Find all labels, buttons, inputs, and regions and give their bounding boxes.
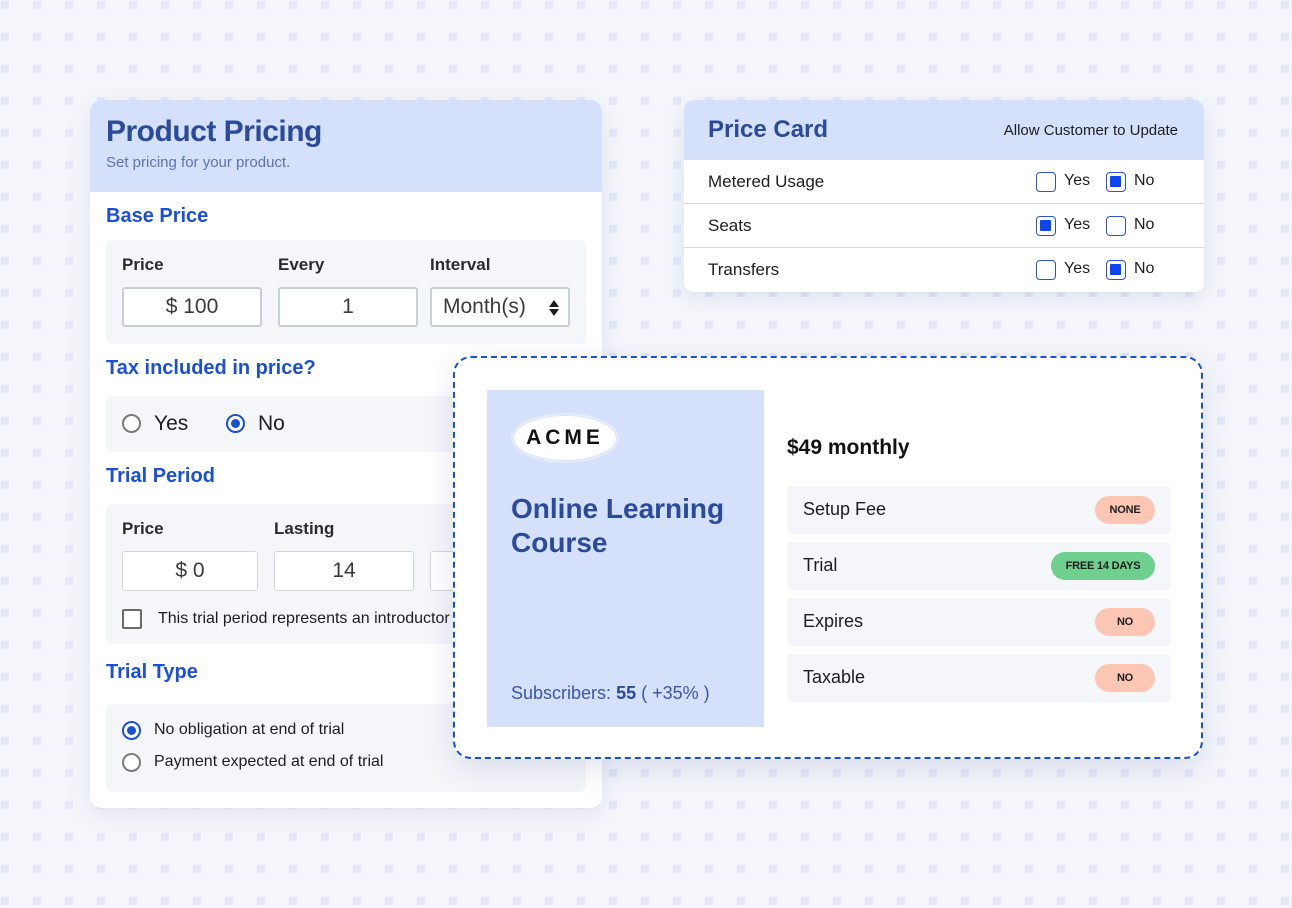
acme-logo: ACME xyxy=(511,413,619,463)
subscribers-count: 55 xyxy=(616,683,637,703)
detail-row-setup-fee: Setup Fee NONE xyxy=(787,486,1171,534)
metered-usage-yes-checkbox[interactable] xyxy=(1036,172,1056,192)
payment-expected-label: Payment expected at end of trial xyxy=(154,753,384,770)
trial-price-label: Price xyxy=(122,519,164,538)
product-pricing-header: Product Pricing Set pricing for your pro… xyxy=(90,100,602,192)
payment-expected-radio[interactable] xyxy=(122,753,141,772)
detail-label: Trial xyxy=(803,555,838,575)
no-label: No xyxy=(1134,172,1155,189)
select-arrows-icon xyxy=(549,300,559,316)
every-label: Every xyxy=(278,255,325,274)
base-price-input[interactable]: $ 100 xyxy=(122,287,262,327)
tax-title: Tax included in price? xyxy=(106,357,316,379)
status-badge: NO xyxy=(1095,664,1155,692)
lasting-input[interactable]: 14 xyxy=(274,551,414,591)
every-input[interactable]: 1 xyxy=(278,287,418,327)
yes-label: Yes xyxy=(1064,172,1091,189)
detail-row-taxable: Taxable NO xyxy=(787,654,1171,702)
tax-yes-label: Yes xyxy=(154,412,189,435)
price-card-row-seats: Seats Yes No xyxy=(684,204,1204,248)
detail-label: Taxable xyxy=(803,667,866,687)
price-label: Price xyxy=(122,255,164,274)
row-label: Seats xyxy=(708,215,752,235)
status-badge: NONE xyxy=(1095,496,1155,524)
yes-label: Yes xyxy=(1064,216,1091,233)
interval-select[interactable]: Month(s) xyxy=(430,287,570,327)
base-price-title: Base Price xyxy=(106,205,209,227)
intro-trial-checkbox[interactable] xyxy=(122,609,142,629)
page-subtitle: Set pricing for your product. xyxy=(106,154,291,171)
row-label: Transfers xyxy=(708,260,780,279)
tax-no-radio[interactable] xyxy=(226,414,245,433)
trial-period-title: Trial Period xyxy=(106,465,215,487)
intro-trial-label: This trial period represents an introduc… xyxy=(158,610,450,627)
allow-customer-update-header: Allow Customer to Update xyxy=(1003,121,1178,139)
subscribers-label: Subscribers: xyxy=(511,683,612,703)
metered-usage-no-checkbox[interactable] xyxy=(1106,172,1126,192)
subscribers-stat: Subscribers: 55 ( +35% ) xyxy=(511,683,710,704)
status-badge: NO xyxy=(1095,608,1155,636)
interval-select-value: Month(s) xyxy=(443,295,526,318)
detail-row-trial: Trial FREE 14 DAYS xyxy=(787,542,1171,590)
price-card: Price Card Allow Customer to Update Mete… xyxy=(684,100,1204,292)
transfers-yes-checkbox[interactable] xyxy=(1036,260,1056,280)
price-card-row-metered-usage: Metered Usage Yes No xyxy=(684,160,1204,204)
no-label: No xyxy=(1134,216,1155,233)
detail-row-expires: Expires NO xyxy=(787,598,1171,646)
seats-yes-checkbox[interactable] xyxy=(1036,216,1056,236)
page-title: Product Pricing xyxy=(106,115,322,148)
no-obligation-label: No obligation at end of trial xyxy=(154,721,345,738)
tax-no-label: No xyxy=(258,412,285,435)
course-product-card[interactable]: ACME Online Learning Course Subscribers:… xyxy=(453,356,1203,759)
yes-label: Yes xyxy=(1064,260,1091,277)
status-badge: FREE 14 DAYS xyxy=(1051,552,1155,580)
price-card-header: Price Card Allow Customer to Update xyxy=(684,100,1204,160)
subscribers-change: ( +35% ) xyxy=(641,683,710,703)
detail-label: Expires xyxy=(803,611,864,631)
no-label: No xyxy=(1134,260,1155,277)
course-price: $49 monthly xyxy=(787,436,910,459)
course-summary-panel: ACME Online Learning Course Subscribers:… xyxy=(487,390,764,727)
seats-no-checkbox[interactable] xyxy=(1106,216,1126,236)
price-card-title: Price Card xyxy=(708,116,829,143)
lasting-label: Lasting xyxy=(274,519,335,538)
base-price-panel: Price $ 100 Every 1 Interval Month(s) xyxy=(106,240,586,344)
tax-yes-radio[interactable] xyxy=(122,414,141,433)
price-card-row-transfers: Transfers Yes No xyxy=(684,248,1204,292)
detail-label: Setup Fee xyxy=(803,499,887,519)
course-title: Online Learning Course xyxy=(511,493,725,558)
trial-type-title: Trial Type xyxy=(106,661,198,683)
no-obligation-radio[interactable] xyxy=(122,721,141,740)
interval-label: Interval xyxy=(430,255,491,274)
row-label: Metered Usage xyxy=(708,171,825,191)
transfers-no-checkbox[interactable] xyxy=(1106,260,1126,280)
trial-price-input[interactable]: $ 0 xyxy=(122,551,258,591)
